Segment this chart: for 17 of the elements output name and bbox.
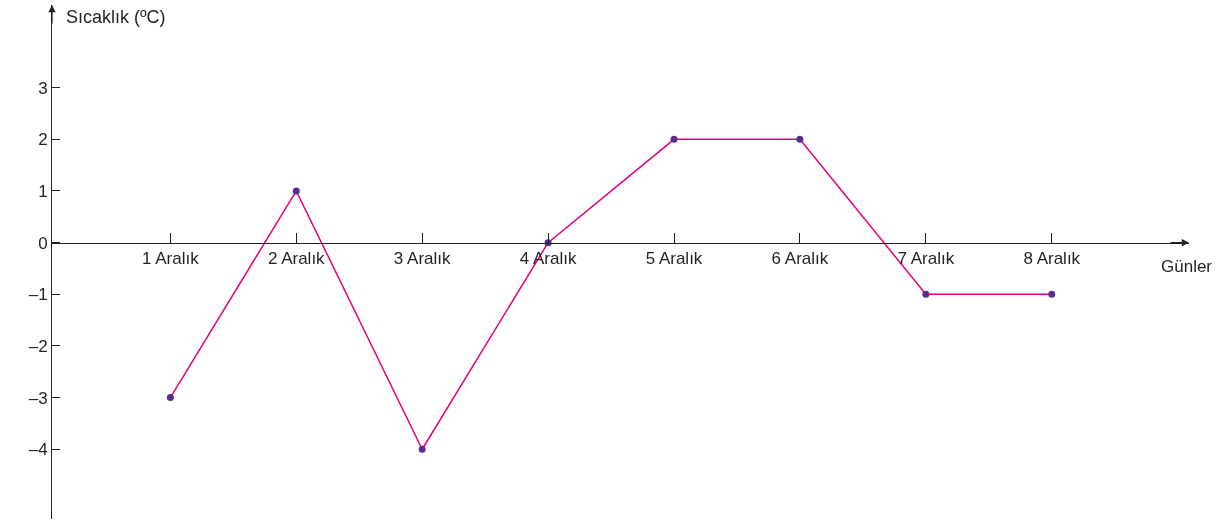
x-axis-title: Günler — [1161, 257, 1213, 276]
x-tick-label: 1 Aralık — [142, 249, 200, 269]
x-tick-label: 8 Aralık — [1023, 249, 1081, 269]
x-tick-label: 5 Aralık — [645, 249, 703, 269]
y-tick-label: –2 — [28, 336, 48, 356]
y-tick-label: 1 — [38, 181, 48, 201]
y-tick-label: 0 — [38, 233, 48, 253]
x-tick-label: 7 Aralık — [897, 249, 955, 269]
y-tick-label: –4 — [28, 440, 48, 460]
y-tick-label: –1 — [28, 285, 48, 305]
y-tick-label: –3 — [28, 388, 48, 408]
y-tick-label: 2 — [38, 130, 48, 150]
y-tick-label: 3 — [38, 78, 48, 98]
x-tick-label: 3 Aralık — [393, 249, 452, 269]
y-axis-title: Sıcaklık (ºC) — [66, 7, 166, 27]
x-tick-label: 2 Aralık — [267, 249, 326, 269]
x-tick-label: 6 Aralık — [771, 249, 829, 269]
